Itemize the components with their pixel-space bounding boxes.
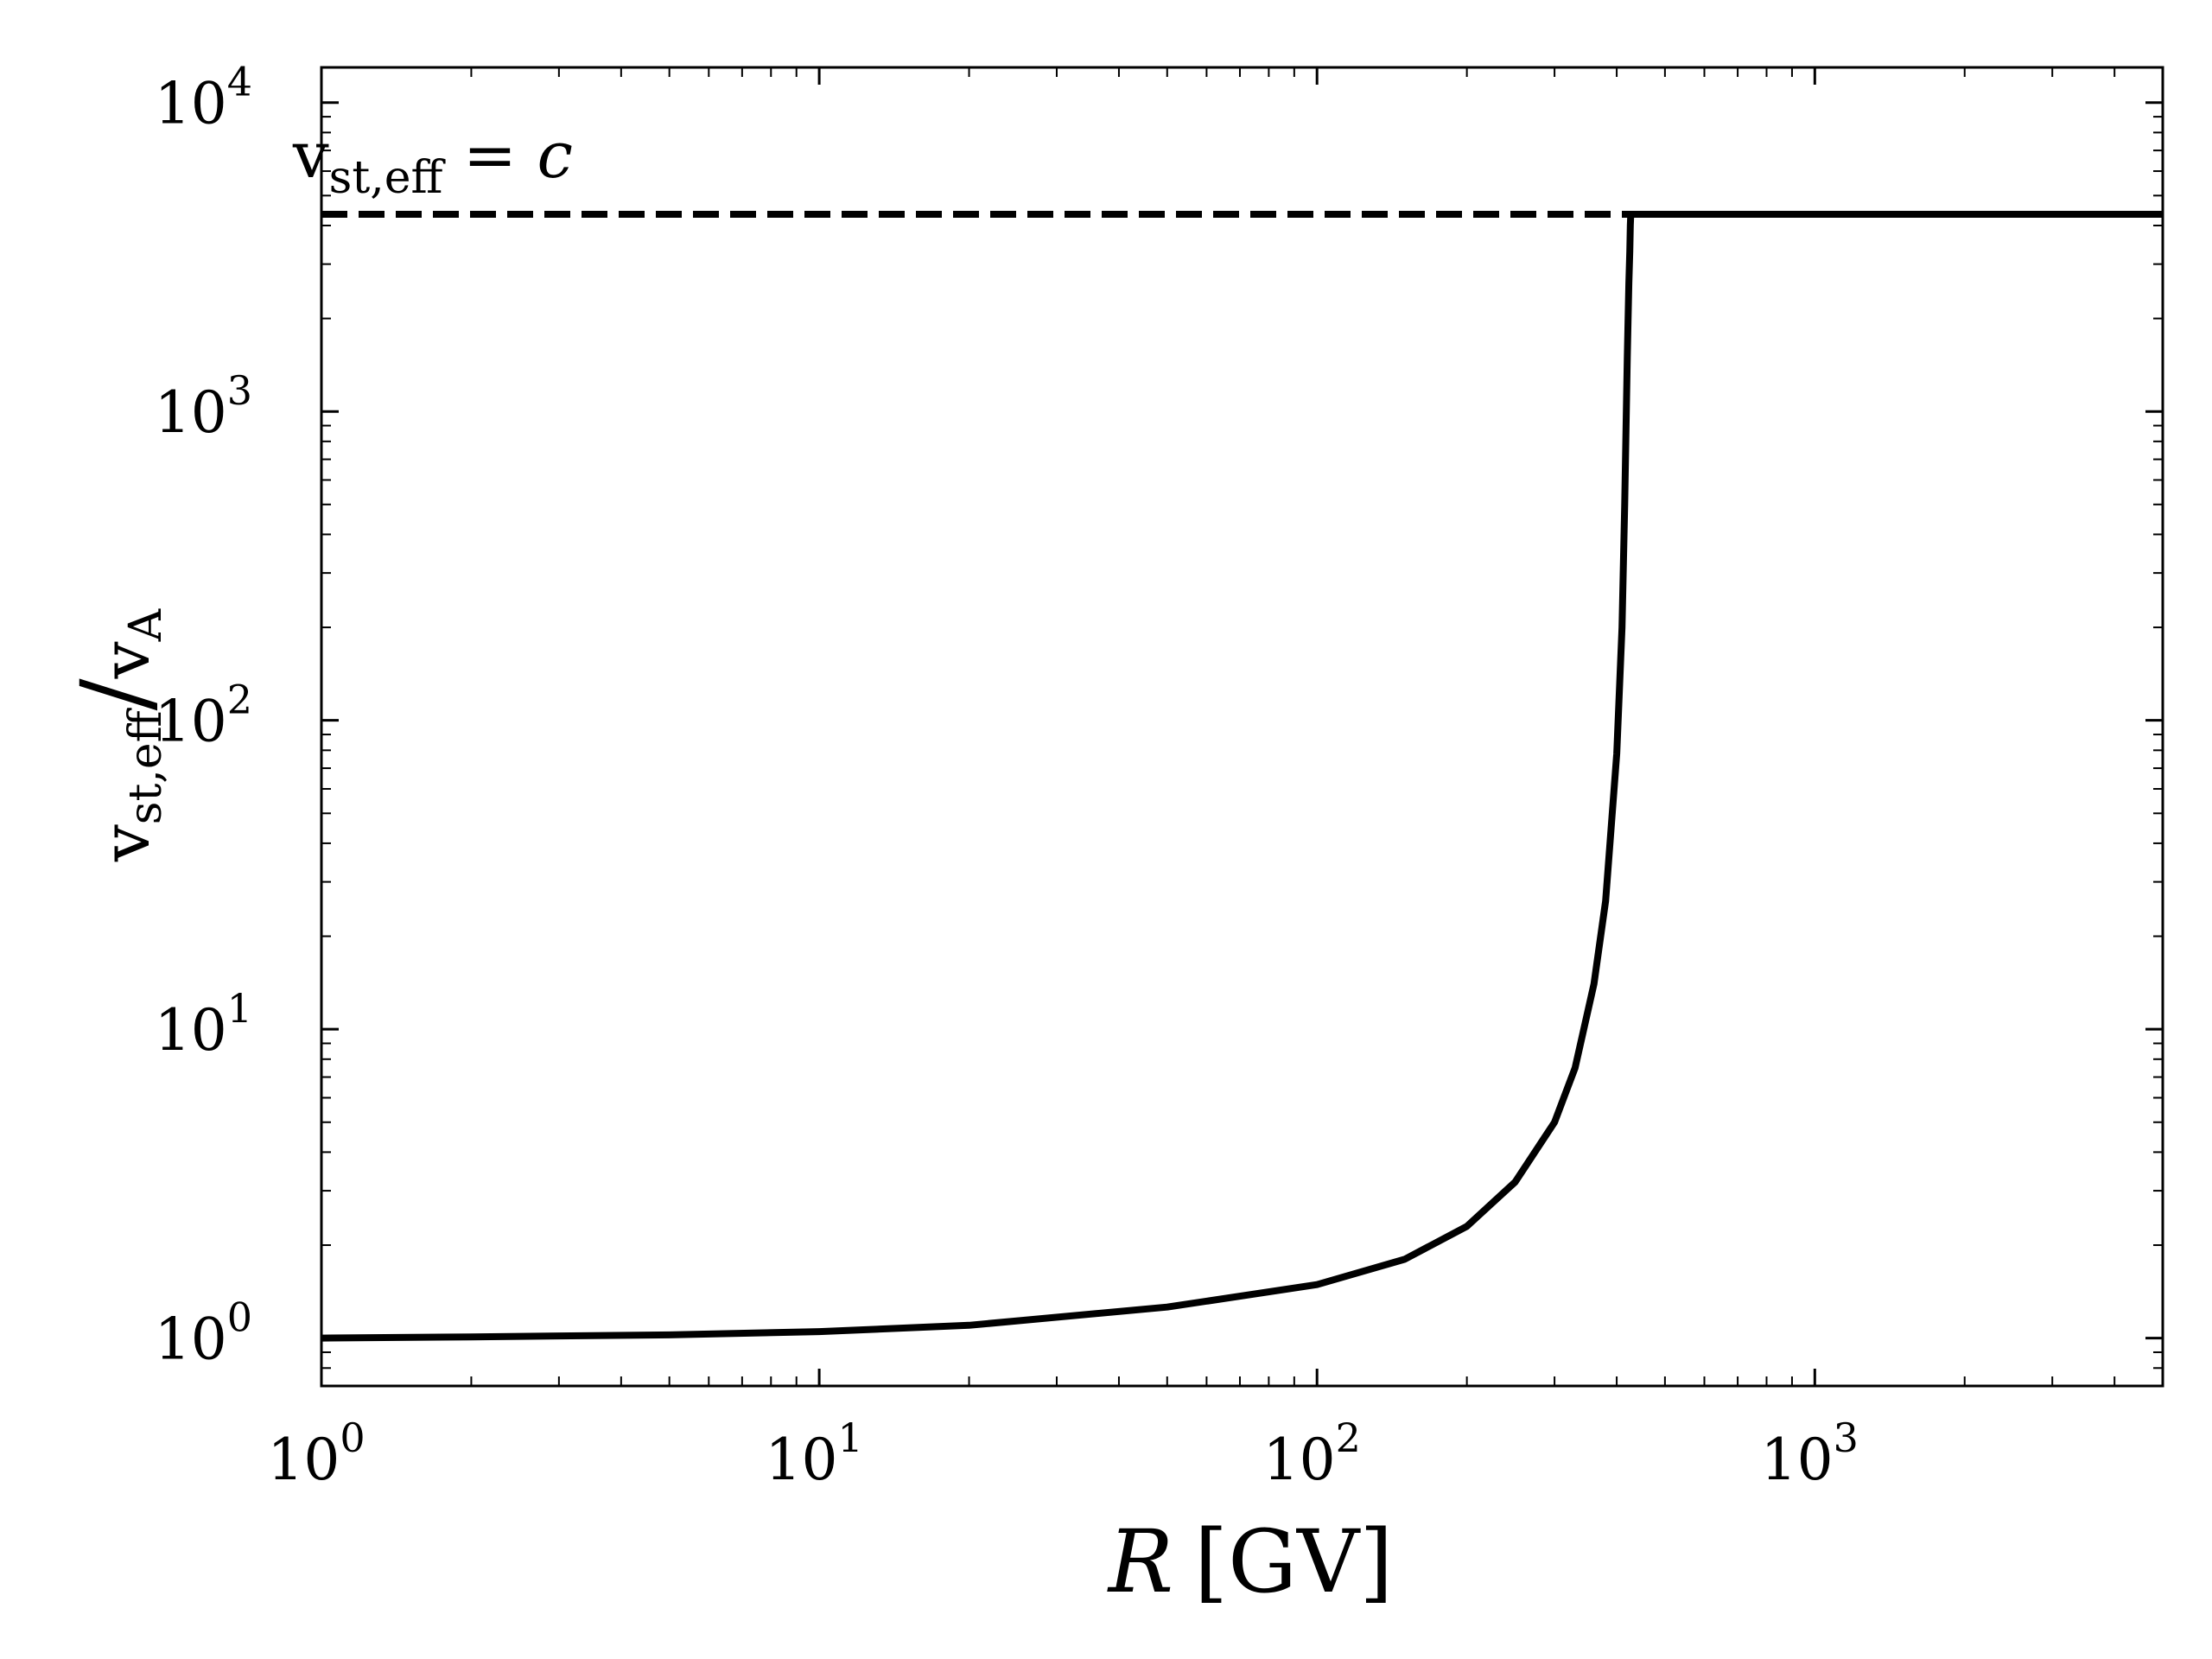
x-tick-base: 10 [267,1427,340,1493]
x-tick-label: 100 [267,1414,365,1493]
x-axis-variable: R [1107,1511,1173,1612]
major-ticks [320,67,2163,1386]
y-tick-exponent: 0 [227,1294,252,1341]
minor-ticks [321,67,2164,1387]
x-tick-base: 10 [1263,1427,1336,1493]
y-tick-label: 102 [155,677,252,755]
y-tick-label: 103 [155,367,252,446]
x-axis-label: R [GV] [1107,1511,1393,1612]
y-label-slash: / [60,677,171,710]
series-line-vst-eff [321,211,2163,1342]
y-tick-base: 10 [155,379,227,446]
y-label-sub: st,eff [120,707,172,824]
y-tick-base: 10 [155,1306,227,1373]
x-tick-label: 101 [765,1414,862,1493]
x-tick-base: 10 [765,1427,837,1493]
x-tick-label: 103 [1761,1414,1859,1493]
y-tick-base: 10 [155,997,227,1064]
x-axis-unit: [GV] [1194,1511,1393,1612]
y-tick-label: 104 [155,59,252,137]
x-tick-exponent: 0 [340,1414,365,1461]
x-tick-base: 10 [1761,1427,1834,1493]
y-tick-base: 10 [155,689,227,755]
y-tick-label: 100 [155,1294,252,1373]
x-tick-exponent: 1 [837,1414,862,1461]
y-tick-exponent: 3 [227,367,252,414]
y-tick-exponent: 1 [227,985,252,1032]
x-tick-exponent: 2 [1336,1414,1361,1461]
annotation-speed-of-light: vst,eff = c [292,118,573,204]
y-axis-label: vst,eff/vA [60,607,172,862]
annotation-sub: st,eff [329,152,447,204]
annotation-base: v [292,118,329,193]
y-tick-exponent: 4 [227,59,252,105]
plot-frame [320,66,2164,1388]
y-tick-exponent: 2 [227,677,252,723]
x-tick-label: 102 [1263,1414,1361,1493]
y-label-denom-base: v [87,641,164,679]
series-layer [321,211,2163,1342]
x-tick-exponent: 3 [1834,1414,1859,1461]
annotation-equals: = [442,118,537,193]
y-label-denom-sub: A [120,607,172,642]
y-tick-base: 10 [155,71,227,137]
y-label-base: v [87,824,164,862]
y-tick-label: 101 [155,985,252,1064]
annotation-var: c [537,118,573,193]
